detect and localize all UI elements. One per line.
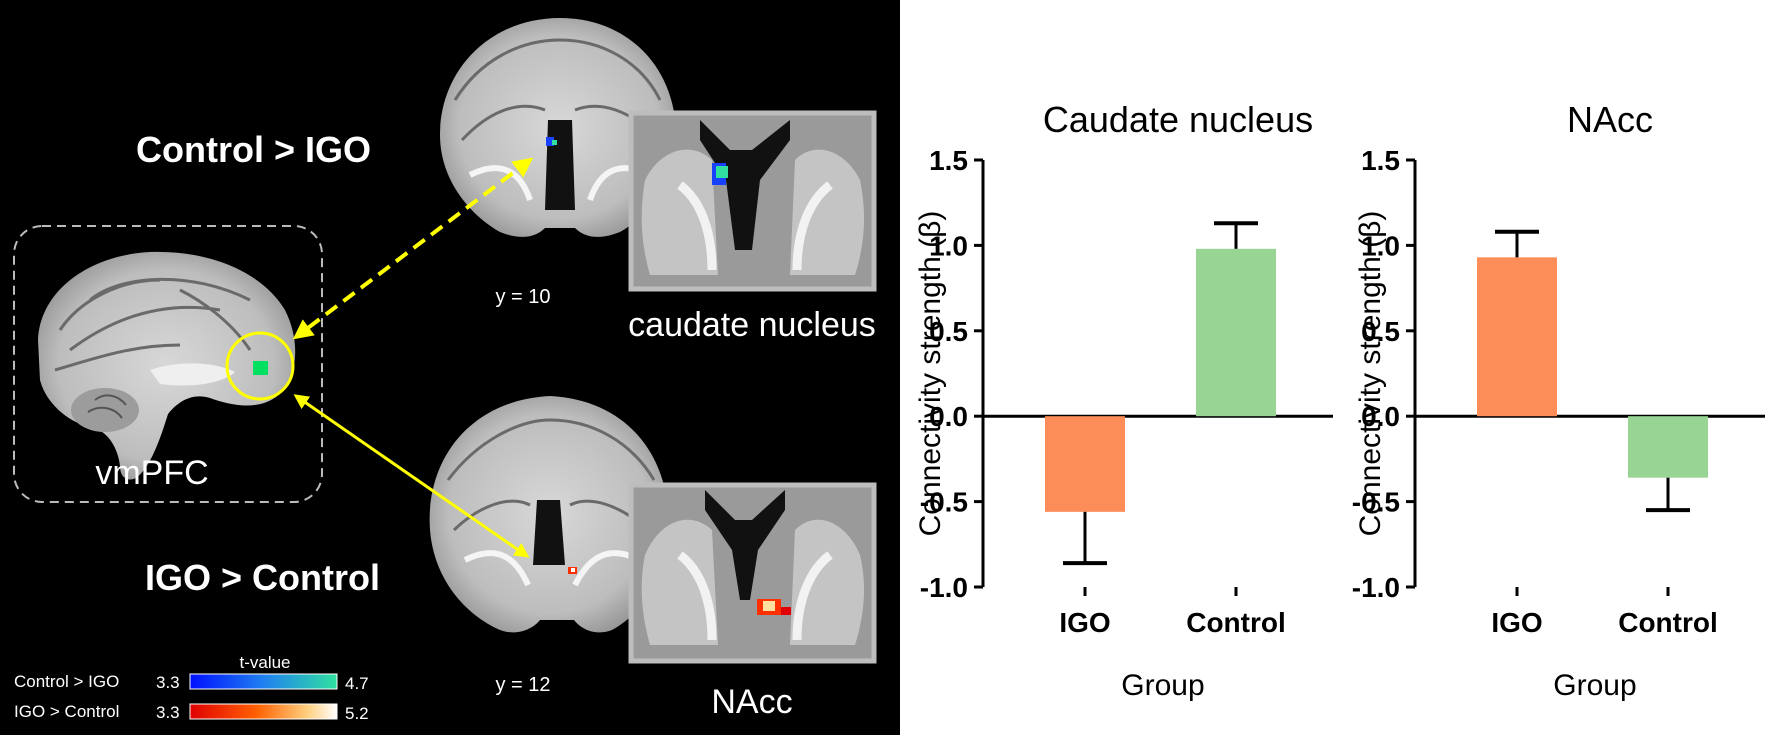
dashed-arrow xyxy=(292,157,534,340)
solid-arrow xyxy=(293,394,530,558)
y-tick-label: 0.0 xyxy=(1361,401,1400,432)
seed-frame xyxy=(13,225,323,503)
x-axis-label: Group xyxy=(1121,669,1204,702)
y-axis-label: Connectivity strength (β) xyxy=(1354,211,1387,537)
y-tick-label: 0.5 xyxy=(1361,316,1400,347)
seed-circle xyxy=(225,331,295,401)
colorbar-row1-label: Control > IGO xyxy=(14,672,119,691)
sagittal-brain xyxy=(38,251,296,480)
y-tick-label: -1.0 xyxy=(920,572,968,603)
chart-title: Caudate nucleus xyxy=(1043,99,1313,140)
bar-control xyxy=(1196,248,1276,417)
x-tick-label: Control xyxy=(1618,607,1718,638)
bar-igo xyxy=(1477,257,1557,417)
contrast-bottom-label: IGO > Control xyxy=(145,557,380,598)
colorbar-row2-label: IGO > Control xyxy=(14,702,119,721)
slice-top-label: y = 10 xyxy=(495,286,550,308)
y-tick-label: 1.5 xyxy=(929,145,968,176)
cluster-top xyxy=(546,137,554,146)
seed-label: vmPFC xyxy=(95,454,208,492)
y-tick-label: 1.0 xyxy=(929,230,968,261)
x-tick-label: IGO xyxy=(1059,607,1110,638)
chart-title: NAcc xyxy=(1567,99,1653,140)
y-tick-label: -1.0 xyxy=(1352,572,1400,603)
y-tick-label: 0.0 xyxy=(929,401,968,432)
cluster-bottom-peak xyxy=(571,568,575,572)
x-axis-label: Group xyxy=(1553,669,1636,702)
contrast-top-label: Control > IGO xyxy=(136,129,371,170)
bar-igo xyxy=(1045,416,1125,512)
colorbar-row1-min: 3.3 xyxy=(156,673,180,692)
brain-figure: vmPFC caudate nucleus y = 10 xyxy=(13,18,877,723)
cluster-top-peak xyxy=(552,140,557,145)
x-tick-label: IGO xyxy=(1491,607,1542,638)
y-tick-label: -0.5 xyxy=(920,487,968,518)
chart-nacc: NAcc -1.0 -0.5 0.0 0.5 1.0 1.5 IGO Control Group C… xyxy=(1352,99,1765,702)
inset-bottom xyxy=(628,482,877,664)
colorbar-row1-max: 4.7 xyxy=(345,674,369,693)
brain-imaging-panel: vmPFC caudate nucleus y = 10 xyxy=(0,0,900,735)
colorbar-blue xyxy=(189,673,338,690)
y-tick-label: 1.0 xyxy=(1361,230,1400,261)
colorbar-row2-max: 5.2 xyxy=(345,704,369,723)
y-axis-label: Connectivity strength (β) xyxy=(914,211,947,537)
colorbar-title: t-value xyxy=(239,653,290,672)
colorbar-row2-min: 3.3 xyxy=(156,703,180,722)
colorbar-red xyxy=(189,703,338,720)
y-tick-label: 0.5 xyxy=(929,316,968,347)
y-tick-label: 1.5 xyxy=(1361,145,1400,176)
bar-control xyxy=(1628,416,1708,478)
inset-bottom-label: NAcc xyxy=(711,683,792,721)
inset-top-label: caudate nucleus xyxy=(628,306,876,344)
y-tick-label: -0.5 xyxy=(1352,487,1400,518)
slice-bottom-label: y = 12 xyxy=(495,674,550,696)
chart-caudate: Caudate nucleus -1.0 -0.5 0.0 0.5 1.0 1.5 IGO Co… xyxy=(914,99,1333,702)
x-tick-label: Control xyxy=(1186,607,1286,638)
seed-roi xyxy=(253,361,268,375)
inset-top xyxy=(628,110,877,292)
